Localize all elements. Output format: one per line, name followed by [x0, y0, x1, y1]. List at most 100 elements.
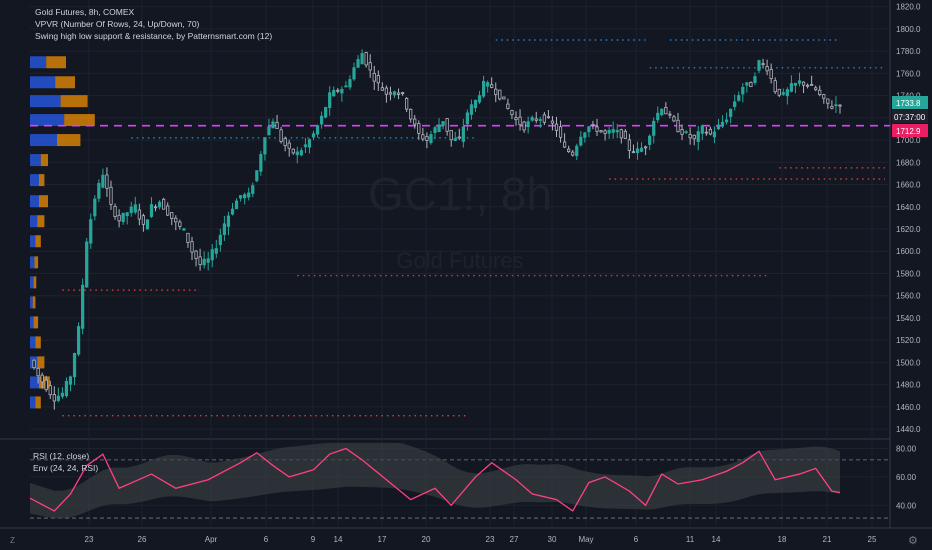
candle-body — [218, 234, 222, 246]
volume-bar-up — [30, 154, 41, 167]
rsi-pane: 40.00 60.00 80.00 — [29, 442, 917, 519]
candle-body — [409, 108, 413, 120]
candle-body — [85, 241, 89, 288]
candle-body — [822, 94, 826, 99]
candle-body — [44, 379, 48, 391]
candle-body — [473, 99, 478, 109]
candle-body — [226, 215, 231, 227]
volume-bar-down — [46, 56, 66, 69]
candle-body — [708, 128, 713, 135]
candle-body — [299, 150, 303, 156]
candle-body — [206, 258, 210, 263]
legend-env[interactable]: Env (24, 24, RSI) — [33, 463, 99, 473]
candle-body — [595, 126, 599, 132]
candle-body — [639, 147, 644, 152]
support-resistance-lines — [30, 39, 890, 417]
candle-body — [664, 107, 668, 115]
price-tick-label: 1480.0 — [896, 381, 921, 390]
price-tick-label: 1660.0 — [896, 181, 921, 190]
volume-bar-down — [39, 174, 45, 187]
candle-body — [81, 284, 85, 329]
settings-icon[interactable]: ⚙ — [908, 535, 918, 547]
candle-body — [303, 144, 308, 148]
time-tick-label: 21 — [823, 535, 832, 544]
candle-body — [797, 80, 802, 84]
candle-body — [166, 205, 170, 216]
candle-body — [230, 208, 235, 215]
volume-bar-up — [30, 276, 34, 289]
volume-bar-up — [30, 134, 57, 147]
price-tick-label: 1500.0 — [896, 358, 921, 367]
price-axis[interactable]: 1440.0 1460.0 1480.0 1500.0 1520.0 1540.0 1560… — [896, 3, 921, 434]
candle-body — [761, 63, 765, 66]
candle-body — [311, 133, 316, 138]
candle-body — [660, 108, 664, 116]
chart-legend: Gold Futures, 8h, COMEX VPVR (Number Of … — [35, 6, 272, 42]
candle-body — [583, 132, 587, 138]
candle-body — [267, 126, 271, 136]
legend-vpvr[interactable]: VPVR (Number Of Rows, 24, Up/Down, 70) — [35, 19, 200, 29]
volume-bar-down — [55, 76, 75, 89]
candle-body — [818, 89, 822, 95]
rsi-tick-label: 80.00 — [896, 445, 917, 454]
volume-bar-down — [35, 336, 41, 349]
candle-body — [372, 72, 376, 82]
candle-body — [457, 136, 461, 139]
timezone-button[interactable]: Z — [10, 536, 15, 545]
price-tick-label: 1820.0 — [896, 3, 921, 12]
candle-body — [344, 85, 348, 88]
candle-body — [554, 123, 559, 131]
candle-body — [680, 129, 684, 135]
candle-body — [145, 219, 150, 230]
countdown-tag — [892, 110, 928, 123]
candle-body — [89, 219, 93, 244]
candle-body — [530, 117, 534, 121]
candle-body — [486, 82, 490, 87]
candle-body — [400, 92, 405, 95]
candle-body — [672, 116, 676, 122]
volume-bar-up — [30, 174, 39, 187]
volume-bar-up — [30, 336, 36, 349]
candle-body — [668, 113, 672, 116]
candle-body — [769, 69, 773, 80]
volume-bar-up — [30, 296, 33, 309]
last-price-tag — [892, 96, 928, 109]
candle-body — [174, 217, 178, 223]
watermark: GC1!, 8h Gold Futures — [368, 168, 552, 273]
time-tick-label: 25 — [868, 535, 877, 544]
volume-bar-up — [30, 195, 39, 208]
rsi-line — [29, 447, 841, 512]
time-tick-label: 6 — [634, 535, 639, 544]
candle-body — [364, 52, 368, 66]
volume-bar-up — [30, 56, 47, 69]
candle-body — [490, 84, 494, 88]
candle-body — [830, 105, 834, 109]
candle-body — [627, 139, 632, 151]
last-price: 1733.8 — [896, 99, 921, 108]
candle-body — [247, 192, 251, 198]
candle-body — [425, 136, 429, 141]
legend-swing[interactable]: Swing high low support & resistance, by … — [35, 31, 273, 41]
candle-body — [137, 209, 141, 220]
candle-body — [275, 122, 279, 129]
candle-body — [704, 131, 708, 134]
candle-body — [52, 394, 56, 402]
candle-body — [648, 135, 652, 145]
legend-title[interactable]: Gold Futures, 8h, COMEX — [35, 7, 135, 17]
volume-bar-down — [37, 215, 45, 228]
candle-body — [805, 84, 810, 87]
candle-body — [340, 88, 344, 94]
candle-body — [384, 87, 389, 95]
volume-bar-up — [30, 76, 56, 89]
time-tick-label: 20 — [422, 535, 431, 544]
candle-body — [243, 194, 247, 199]
price-tick-label: 1620.0 — [896, 225, 921, 234]
time-axis[interactable]: 23 26 Apr 6 9 14 17 20 23 27 30 May 6 11 14 18 21 25 — [85, 535, 877, 544]
candle-body — [287, 142, 291, 149]
legend-rsi[interactable]: RSI (12, close) — [33, 451, 90, 461]
candle-body — [562, 141, 567, 148]
time-tick-label: 9 — [311, 535, 316, 544]
candle-body — [72, 353, 77, 378]
candle-body — [105, 174, 109, 189]
